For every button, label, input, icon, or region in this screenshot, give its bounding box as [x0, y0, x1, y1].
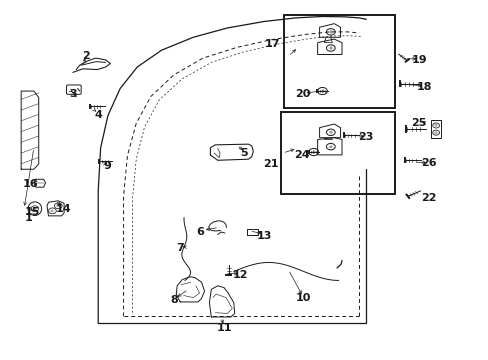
Text: 1: 1: [25, 213, 33, 222]
Text: 19: 19: [410, 55, 426, 65]
Text: 17: 17: [264, 39, 280, 49]
Text: 2: 2: [82, 51, 90, 61]
Text: 4: 4: [94, 111, 102, 121]
Text: 16: 16: [23, 179, 39, 189]
Text: 5: 5: [240, 148, 248, 158]
Text: 10: 10: [295, 293, 310, 303]
Text: 23: 23: [357, 132, 372, 142]
Text: 25: 25: [410, 118, 426, 128]
Text: 7: 7: [176, 243, 183, 253]
Text: 20: 20: [295, 89, 310, 99]
Text: 15: 15: [25, 207, 40, 217]
Text: 3: 3: [69, 89, 77, 99]
Bar: [246, 229, 257, 234]
Bar: [430, 121, 441, 138]
Text: 22: 22: [420, 193, 436, 203]
Text: 26: 26: [420, 158, 436, 168]
Text: 21: 21: [263, 159, 279, 169]
Text: 9: 9: [103, 161, 111, 171]
Bar: [281, 112, 394, 194]
Text: 18: 18: [416, 82, 432, 92]
Text: 24: 24: [294, 150, 309, 160]
Text: 13: 13: [256, 231, 271, 240]
Bar: [283, 15, 394, 108]
Text: 8: 8: [169, 295, 177, 305]
Text: 12: 12: [232, 270, 248, 280]
Text: 11: 11: [216, 323, 231, 333]
Text: 14: 14: [55, 204, 71, 214]
Text: 6: 6: [196, 227, 204, 237]
